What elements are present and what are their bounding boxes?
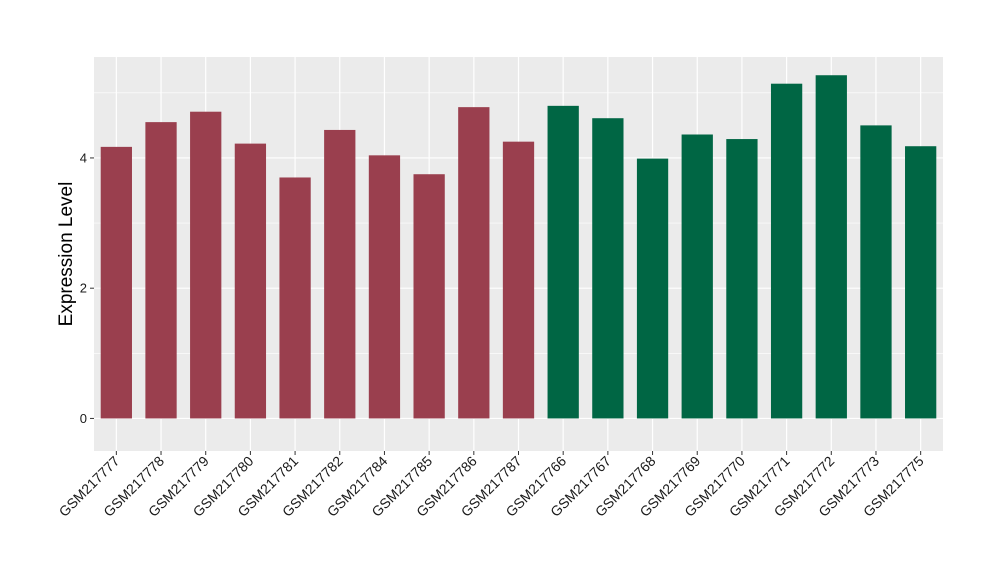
bar-GSM217777 [100, 146, 132, 419]
y-axis: 0 2 4 [80, 150, 94, 426]
bar-GSM217780 [234, 143, 267, 419]
bar-GSM217772 [815, 75, 847, 419]
bar-GSM217784 [368, 155, 401, 419]
bar-GSM217770 [726, 139, 758, 419]
bar-GSM217785 [413, 174, 445, 419]
bar-GSM217775 [905, 146, 937, 419]
bars-group [100, 75, 937, 419]
bar-GSM217773 [860, 125, 892, 419]
y-tick-label: 2 [80, 281, 87, 296]
bar-GSM217787 [502, 141, 535, 419]
bar-GSM217766 [547, 105, 579, 419]
y-tick-label: 4 [80, 150, 87, 165]
bar-GSM217768 [636, 158, 669, 419]
bar-GSM217767 [592, 118, 624, 419]
bar-GSM217782 [324, 129, 356, 419]
x-axis: GSM217777GSM217778GSM217779GSM217780GSM2… [56, 451, 927, 520]
bar-GSM217778 [145, 122, 177, 419]
bar-GSM217786 [458, 107, 490, 419]
bar-GSM217781 [279, 177, 311, 419]
bar-GSM217779 [190, 111, 222, 419]
y-tick-label: 0 [80, 411, 87, 426]
bar-GSM217769 [681, 134, 713, 419]
y-axis-title: Expression Level [56, 182, 77, 327]
bar-GSM217771 [770, 83, 803, 419]
